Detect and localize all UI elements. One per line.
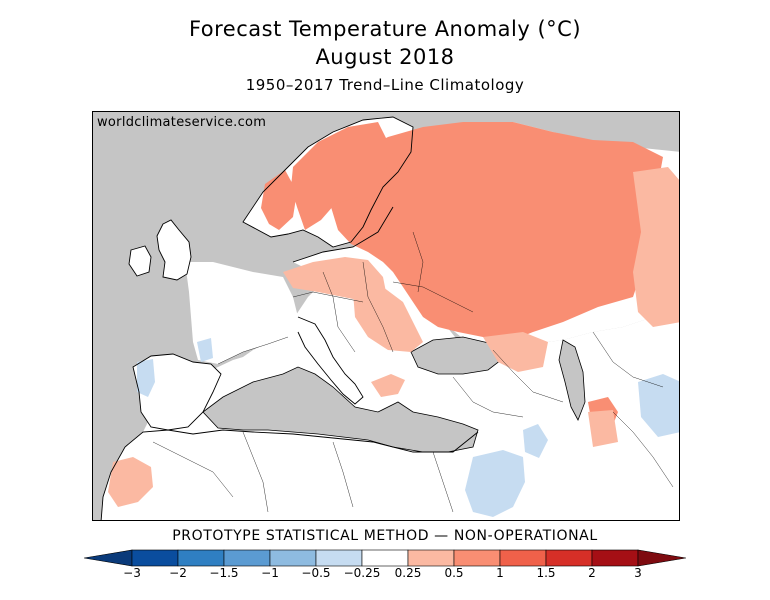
border-12 — [592, 331, 664, 388]
warm-anomaly-0.25-0.5 — [108, 167, 679, 507]
black-sea — [410, 336, 506, 375]
warm-light-ukraine — [353, 287, 423, 352]
colorbar-box — [591, 549, 639, 567]
coast-ireland — [128, 245, 152, 277]
coast-iberia — [132, 353, 222, 431]
warm-light-maghreb — [108, 457, 153, 507]
cool-anomaly-0.25-0.5 — [137, 338, 679, 517]
cool-region-iran-east — [638, 374, 679, 437]
colorbar-tick-label: −2 — [169, 566, 187, 580]
coast-britain — [156, 219, 192, 281]
warm-light-iran — [588, 410, 618, 447]
colorbar — [84, 549, 686, 567]
coast-scandinavia — [242, 116, 414, 248]
coastlines — [100, 116, 479, 520]
warm-light-east-edge — [633, 167, 679, 327]
border-8 — [452, 376, 524, 418]
colorbar-low-arrow — [84, 549, 133, 567]
cool-region-france — [197, 338, 213, 362]
colorbar-box — [453, 549, 501, 567]
cool-region-iberia — [137, 359, 155, 397]
cool-region-arabia — [465, 450, 525, 517]
land-italy — [298, 317, 363, 404]
colorbar-tick-label: 0.25 — [394, 566, 422, 580]
warm-region-russia — [325, 122, 663, 342]
inland-seas — [410, 336, 586, 421]
land-iberia — [133, 354, 221, 430]
colorbar-box — [315, 549, 363, 567]
colorbar-box — [223, 549, 271, 567]
coast-north-africa — [100, 429, 479, 520]
colorbar-tick-label: 0.5 — [444, 566, 464, 580]
coast-italy — [297, 316, 364, 405]
colorbar-tick-label: −1.5 — [209, 566, 239, 580]
land-france — [185, 262, 298, 364]
colorbar-box — [407, 549, 455, 567]
colorbar-tick-label: −1 — [261, 566, 279, 580]
border-5 — [392, 281, 474, 313]
watermark: worldclimateservice.com — [97, 115, 267, 130]
colorbar-box — [177, 549, 225, 567]
colorbar-tick-label: 1.5 — [536, 566, 556, 580]
caspian-sea — [558, 339, 586, 421]
colorbar-box — [545, 549, 593, 567]
warm-light-caucasus — [483, 332, 548, 372]
colorbar-box — [361, 549, 409, 567]
warm-anomaly-0.5-1 — [261, 122, 663, 430]
colorbar-tick-label: 1 — [496, 566, 504, 580]
colorbar-tick-label: −0.5 — [301, 566, 331, 580]
border-1 — [217, 336, 289, 365]
warm-light-balkans — [371, 374, 405, 397]
colorbar-tick-label: −0.25 — [343, 566, 381, 580]
method-label: PROTOTYPE STATISTICAL METHOD — NON-OPERA… — [172, 528, 598, 544]
border-3 — [322, 271, 356, 353]
colorbar-box — [269, 549, 317, 567]
chart-period: August 2018 — [315, 45, 455, 69]
border-14 — [432, 451, 454, 513]
chart-title: Forecast Temperature Anomaly (°C) — [188, 17, 582, 41]
colorbar-tick-label: 3 — [634, 566, 642, 580]
coast-baltic — [292, 206, 394, 263]
border-6 — [412, 231, 424, 293]
border-7 — [492, 349, 564, 403]
anomaly-map — [92, 111, 680, 521]
chart-climatology: 1950–2017 Trend–Line Climatology — [245, 76, 525, 94]
border-2 — [292, 291, 364, 303]
anomaly-map-svg — [93, 112, 679, 520]
mediterranean-sea — [202, 366, 479, 453]
land-ireland — [129, 246, 151, 276]
warm-region-scandinavia — [291, 122, 393, 230]
colorbar-box — [499, 549, 547, 567]
border-13 — [612, 411, 674, 488]
border-4 — [362, 261, 394, 353]
colorbar-high-arrow — [637, 549, 686, 567]
colorbar-box — [131, 549, 179, 567]
country-borders — [152, 231, 674, 513]
border-10 — [242, 431, 269, 513]
colorbar-tick-label: 2 — [588, 566, 596, 580]
land-britain — [157, 220, 191, 280]
border-9 — [332, 441, 354, 508]
cool-region-levant — [523, 424, 548, 458]
border-11 — [152, 441, 234, 498]
colorbar-tick-label: −3 — [123, 566, 141, 580]
colorbar-boxes — [131, 549, 639, 567]
